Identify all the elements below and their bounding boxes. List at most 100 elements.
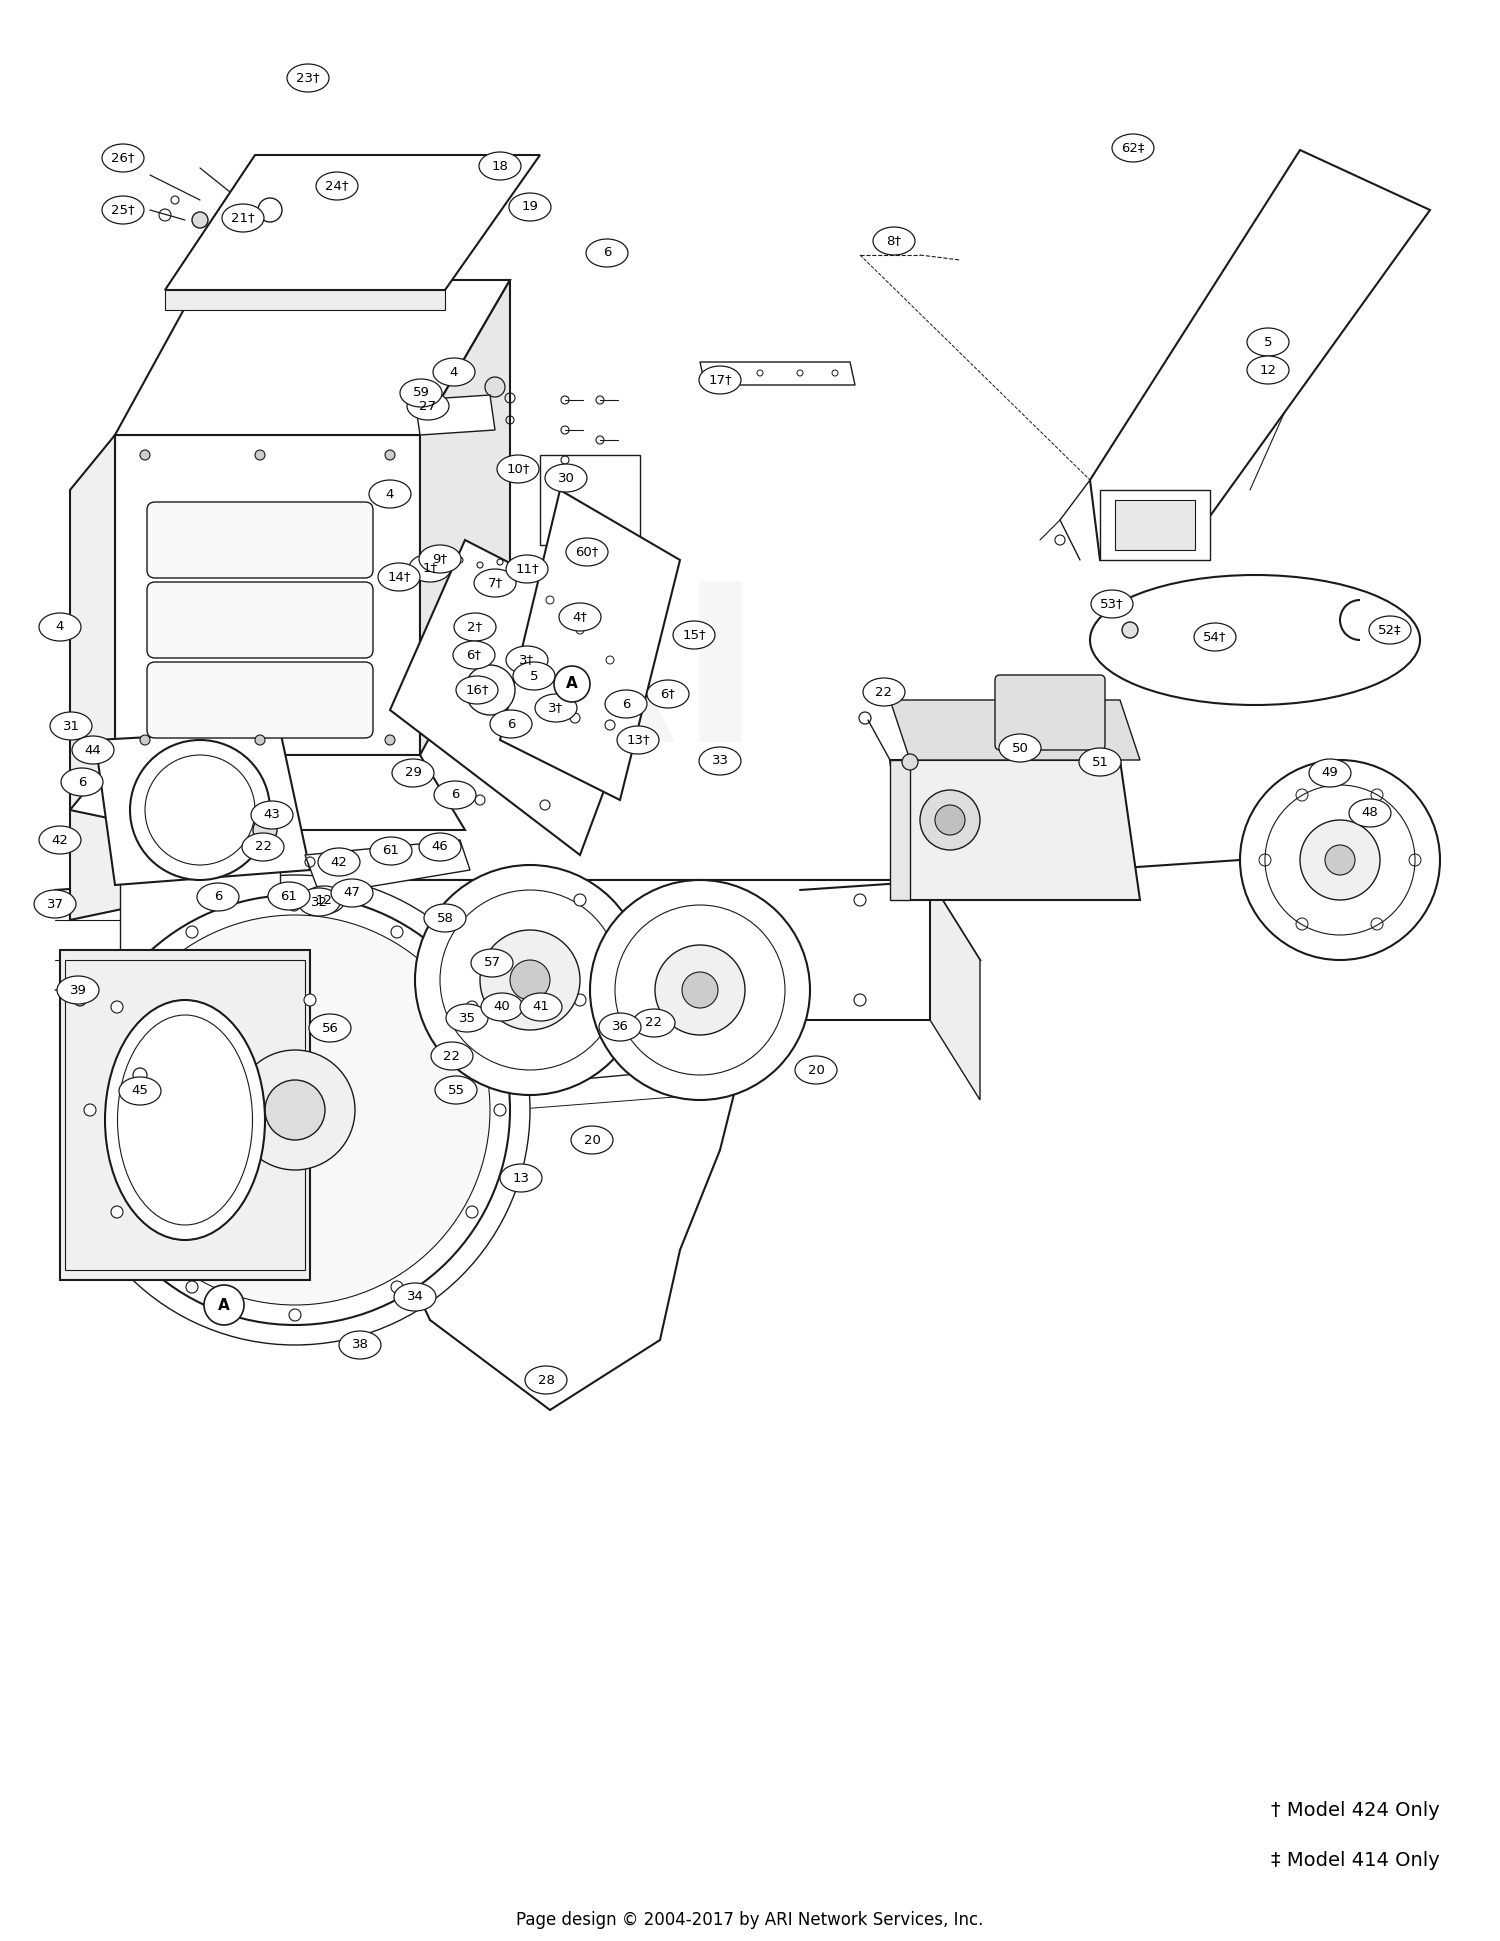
Ellipse shape — [500, 1165, 542, 1192]
Ellipse shape — [586, 239, 628, 268]
Ellipse shape — [456, 675, 498, 705]
Ellipse shape — [598, 1013, 640, 1040]
Polygon shape — [165, 289, 446, 311]
FancyBboxPatch shape — [994, 675, 1106, 749]
Ellipse shape — [433, 357, 476, 386]
Text: 7†: 7† — [488, 576, 502, 590]
Ellipse shape — [196, 883, 238, 910]
Ellipse shape — [1090, 575, 1420, 705]
Ellipse shape — [303, 885, 345, 914]
Circle shape — [604, 720, 615, 730]
Circle shape — [1240, 761, 1440, 961]
Text: 6: 6 — [507, 718, 515, 730]
Ellipse shape — [339, 1332, 381, 1359]
Ellipse shape — [616, 726, 658, 753]
Text: 13: 13 — [513, 1172, 529, 1184]
Circle shape — [304, 895, 316, 906]
Ellipse shape — [520, 994, 562, 1021]
Polygon shape — [1114, 501, 1196, 549]
Polygon shape — [420, 280, 510, 755]
Ellipse shape — [496, 454, 538, 483]
Ellipse shape — [862, 677, 904, 707]
Circle shape — [111, 1002, 123, 1013]
Ellipse shape — [699, 747, 741, 774]
Circle shape — [100, 914, 490, 1304]
Ellipse shape — [513, 662, 555, 689]
Text: 52‡: 52‡ — [1378, 623, 1402, 637]
Polygon shape — [165, 155, 540, 289]
Circle shape — [392, 1281, 404, 1293]
Ellipse shape — [316, 173, 358, 200]
Circle shape — [186, 1281, 198, 1293]
Text: 61: 61 — [382, 844, 399, 858]
Ellipse shape — [392, 759, 433, 786]
Text: 4: 4 — [56, 621, 64, 633]
Circle shape — [111, 1205, 123, 1219]
Text: 42: 42 — [330, 856, 348, 868]
Text: 22: 22 — [876, 685, 892, 699]
Text: 32: 32 — [310, 895, 327, 908]
Ellipse shape — [999, 734, 1041, 763]
Text: 8†: 8† — [886, 235, 902, 248]
Text: 53†: 53† — [1100, 598, 1124, 611]
FancyBboxPatch shape — [147, 662, 374, 738]
Circle shape — [450, 796, 460, 806]
Ellipse shape — [560, 604, 602, 631]
Text: 11†: 11† — [514, 563, 538, 575]
Text: 27: 27 — [420, 400, 436, 413]
Text: † Model 424 Only: † Model 424 Only — [1270, 1801, 1440, 1819]
Text: 56: 56 — [321, 1021, 339, 1035]
Circle shape — [510, 961, 550, 1000]
Polygon shape — [416, 561, 630, 831]
Circle shape — [934, 806, 964, 835]
Polygon shape — [116, 435, 420, 755]
Circle shape — [466, 1002, 478, 1013]
Text: 6†: 6† — [660, 687, 675, 701]
Text: 19: 19 — [522, 200, 538, 214]
Circle shape — [416, 866, 645, 1095]
Text: 18: 18 — [492, 159, 508, 173]
Text: 61: 61 — [280, 889, 297, 903]
Text: A: A — [217, 1297, 229, 1312]
Text: 22: 22 — [255, 840, 272, 854]
Polygon shape — [700, 363, 855, 384]
Ellipse shape — [1078, 747, 1120, 776]
Ellipse shape — [699, 367, 741, 394]
Polygon shape — [416, 396, 495, 435]
Ellipse shape — [430, 1042, 472, 1069]
Text: ARI: ARI — [338, 573, 764, 786]
Circle shape — [255, 450, 266, 460]
Circle shape — [290, 1308, 302, 1322]
Ellipse shape — [566, 538, 608, 567]
Circle shape — [1122, 621, 1138, 639]
Circle shape — [392, 926, 404, 938]
Ellipse shape — [251, 802, 292, 829]
Ellipse shape — [454, 613, 497, 641]
Ellipse shape — [544, 464, 586, 491]
Ellipse shape — [72, 736, 114, 765]
Text: Page design © 2004-2017 by ARI Network Services, Inc.: Page design © 2004-2017 by ARI Network S… — [516, 1912, 984, 1929]
Circle shape — [204, 1285, 245, 1326]
Circle shape — [140, 450, 150, 460]
Text: 33: 33 — [711, 755, 729, 767]
Ellipse shape — [674, 621, 716, 648]
Ellipse shape — [646, 679, 688, 708]
Text: 6: 6 — [214, 891, 222, 903]
Circle shape — [574, 895, 586, 906]
Text: ‡ Model 414 Only: ‡ Model 414 Only — [1270, 1850, 1440, 1869]
Circle shape — [574, 994, 586, 1005]
Polygon shape — [890, 761, 910, 901]
Text: 59: 59 — [413, 386, 429, 400]
Ellipse shape — [222, 204, 264, 233]
Ellipse shape — [406, 392, 448, 419]
Text: 6: 6 — [452, 788, 459, 802]
Ellipse shape — [394, 1283, 436, 1310]
Polygon shape — [500, 489, 680, 800]
Text: 22: 22 — [645, 1017, 663, 1029]
Text: 44: 44 — [84, 743, 102, 757]
Ellipse shape — [490, 710, 532, 738]
Circle shape — [902, 753, 918, 771]
Text: 3†: 3† — [549, 701, 564, 714]
Ellipse shape — [378, 563, 420, 590]
Circle shape — [920, 790, 980, 850]
